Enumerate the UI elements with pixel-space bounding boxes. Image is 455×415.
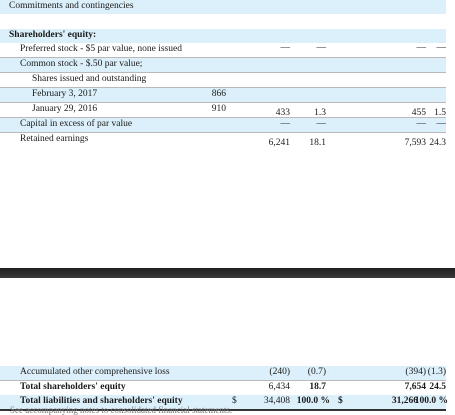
commitments-label: Commitments and contingencies	[9, 1, 134, 11]
jan-2016-pct1: 1.3	[314, 108, 326, 118]
equity-heading-row: Shareholders' equity:	[0, 29, 446, 43]
preferred-stock-row: Preferred stock - $5 par value, none iss…	[0, 43, 446, 58]
jan-2016-label: January 29, 2016	[32, 104, 98, 114]
jan-2016-amt2: 455	[411, 108, 426, 118]
total-liabilities-amt1: 34,408	[263, 396, 290, 406]
retained-earnings-label: Retained earnings	[20, 134, 89, 144]
equity-heading: Shareholders' equity:	[9, 30, 97, 40]
total-liabilities-pct2: 100.0 %	[414, 396, 448, 406]
retained-pct1: 18.1	[309, 138, 326, 148]
total-equity-row: Total shareholders' equity 6,434 18.7 7,…	[0, 381, 446, 396]
total-equity-pct1: 18.7	[309, 382, 326, 392]
preferred-pct2: —	[436, 43, 447, 53]
footnote-text: See accompanying notes to consolidated f…	[10, 405, 233, 415]
capital-excess-label: Capital in excess of par value	[20, 119, 133, 129]
aoci-pct2: (1.3)	[427, 367, 446, 377]
capital-pct2: —	[436, 119, 447, 129]
commitments-row: Commitments and contingencies	[0, 0, 446, 14]
total-equity-label: Total shareholders' equity	[20, 382, 126, 392]
preferred-pct1: —	[316, 43, 327, 53]
capital-amt1: —	[280, 119, 291, 129]
feb-2017-row: February 3, 2017 866	[0, 88, 446, 103]
common-stock-label: Common stock - $.50 par value;	[20, 59, 143, 69]
jan-2016-shares: 910	[211, 104, 226, 114]
capital-excess-row: Capital in excess of par value — — — —	[0, 118, 446, 133]
retained-amt1: 6,241	[268, 138, 290, 148]
feb-2017-label: February 3, 2017	[32, 89, 98, 99]
aoci-amt2: (394)	[405, 367, 426, 377]
shares-heading-label: Shares issued and outstanding	[32, 74, 147, 84]
total-liabilities-pct1: 100.0 %	[296, 396, 330, 406]
aoci-pct1: (0.7)	[307, 367, 326, 377]
total-liabilities-amt2: 31,266	[391, 396, 418, 406]
shares-heading-row: Shares issued and outstanding	[0, 73, 446, 88]
total-equity-amt2: 7,654	[404, 382, 426, 392]
common-stock-row: Common stock - $.50 par value;	[0, 58, 446, 73]
preferred-amt1: —	[280, 43, 291, 53]
aoci-amt1: (240)	[269, 367, 290, 377]
total-liabilities-label: Total liabilities and shareholders' equi…	[20, 396, 183, 406]
feb-2017-shares: 866	[211, 89, 226, 99]
jan-2016-pct2: 1.5	[434, 108, 446, 118]
retained-earnings-row: Retained earnings 6,241 18.1 7,593 24.3	[0, 133, 446, 148]
capital-amt2: —	[416, 119, 427, 129]
retained-pct2: 24.3	[429, 138, 446, 148]
total-liabilities-dollar2: $	[338, 396, 343, 406]
preferred-stock-label: Preferred stock - $5 par value, none iss…	[20, 44, 182, 54]
jan-2016-row: January 29, 2016 910 433 1.3 455 1.5	[0, 103, 446, 118]
page-separator	[0, 268, 455, 278]
aoci-row: Accumulated other comprehensive loss (24…	[0, 366, 446, 381]
total-equity-pct2: 24.5	[429, 382, 446, 392]
preferred-amt2: —	[416, 43, 427, 53]
total-liabilities-dollar1: $	[232, 396, 237, 406]
total-liabilities-row: Total liabilities and shareholders' equi…	[0, 395, 448, 411]
jan-2016-amt1: 433	[275, 108, 290, 118]
aoci-label: Accumulated other comprehensive loss	[20, 367, 170, 377]
total-equity-amt1: 6,434	[268, 382, 290, 392]
retained-amt2: 7,593	[404, 138, 426, 148]
capital-pct1: —	[316, 119, 327, 129]
